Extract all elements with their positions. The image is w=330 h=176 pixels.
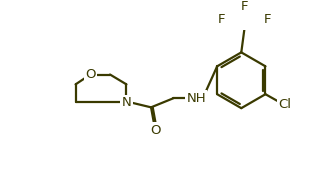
Text: N: N	[121, 96, 131, 109]
Text: F: F	[218, 13, 225, 26]
Text: O: O	[150, 124, 160, 137]
Text: O: O	[85, 68, 96, 81]
Text: F: F	[264, 13, 271, 26]
Text: NH: NH	[186, 92, 206, 105]
Text: F: F	[241, 0, 248, 13]
Text: Cl: Cl	[279, 98, 292, 111]
